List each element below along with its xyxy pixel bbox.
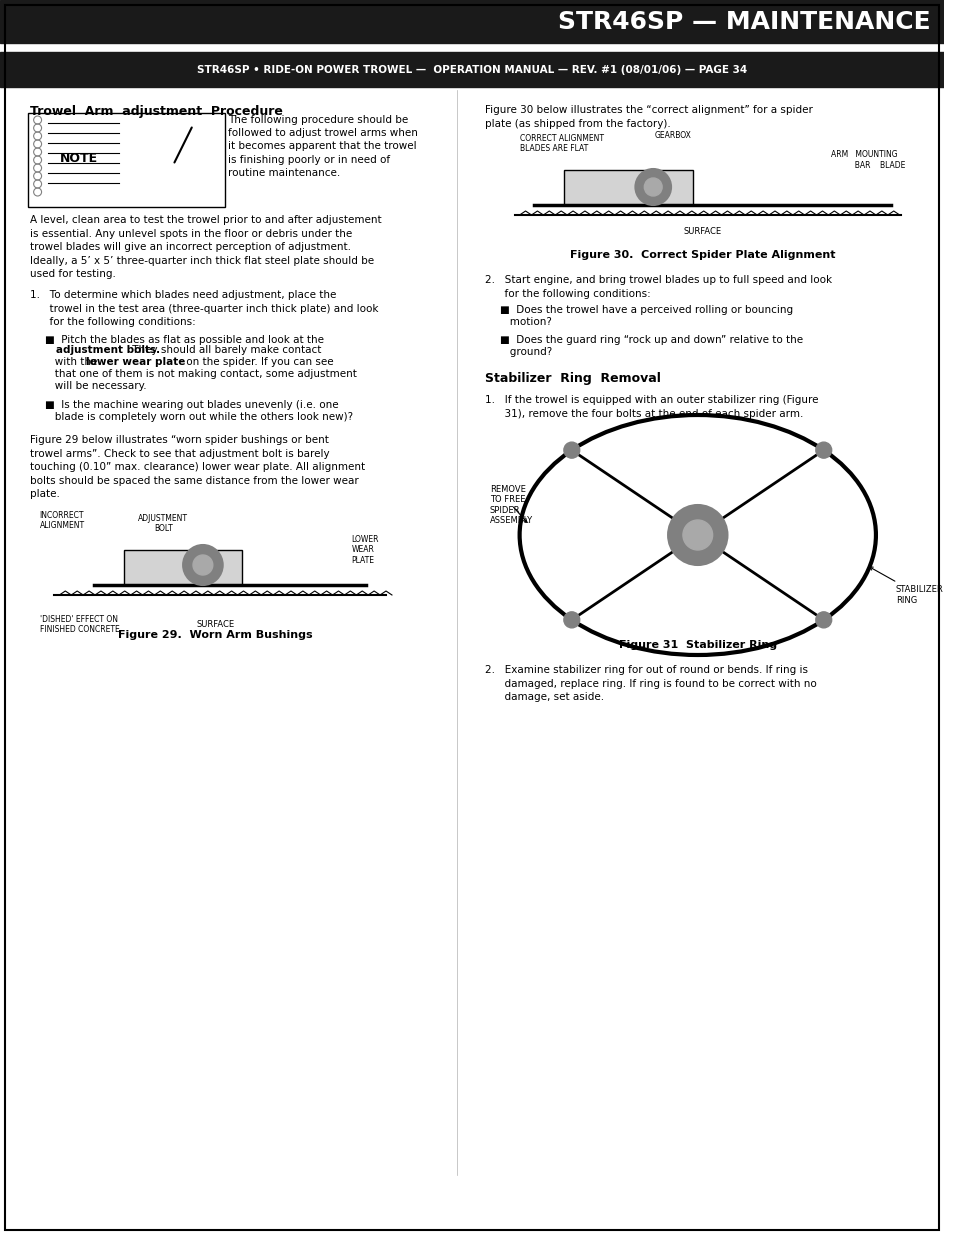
Text: STABILIZER
RING: STABILIZER RING	[868, 567, 943, 605]
Text: Stabilizer  Ring  Removal: Stabilizer Ring Removal	[484, 372, 660, 385]
Text: with the: with the	[45, 357, 100, 367]
Text: 1.   To determine which blades need adjustment, place the
      trowel in the te: 1. To determine which blades need adjust…	[30, 290, 377, 327]
Text: 2.   Start engine, and bring trowel blades up to full speed and look
      for t: 2. Start engine, and bring trowel blades…	[484, 275, 831, 299]
Text: ADJUSTMENT
BOLT: ADJUSTMENT BOLT	[138, 514, 188, 534]
Text: Trowel  Arm  adjustment  Procedure: Trowel Arm adjustment Procedure	[30, 105, 282, 119]
Circle shape	[635, 169, 670, 205]
Circle shape	[667, 505, 727, 564]
Text: Figure 31  Stabilizer Ring: Figure 31 Stabilizer Ring	[618, 640, 776, 650]
Circle shape	[682, 520, 712, 550]
Text: that one of them is not making contact, some adjustment: that one of them is not making contact, …	[45, 369, 356, 379]
Circle shape	[183, 545, 222, 585]
Text: ground?: ground?	[499, 347, 552, 357]
Bar	[563, 170, 692, 205]
Text: INCORRECT
ALIGNMENT: INCORRECT ALIGNMENT	[39, 510, 85, 530]
Bar	[0, 52, 943, 86]
Bar	[124, 550, 242, 585]
Text: ARM   MOUNTING
          BAR    BLADE: ARM MOUNTING BAR BLADE	[830, 151, 904, 169]
Text: 'DISHED' EFFECT ON
FINISHED CONCRETE: 'DISHED' EFFECT ON FINISHED CONCRETE	[39, 615, 119, 635]
Text: adjustment bolts.: adjustment bolts.	[45, 345, 159, 354]
Circle shape	[193, 555, 213, 576]
Bar	[0, 0, 943, 43]
Circle shape	[563, 442, 579, 458]
Text: CORRECT ALIGNMENT
BLADES ARE FLAT: CORRECT ALIGNMENT BLADES ARE FLAT	[519, 133, 603, 153]
Text: LOWER
WEAR
PLATE: LOWER WEAR PLATE	[351, 535, 378, 564]
Text: lower wear plate: lower wear plate	[86, 357, 185, 367]
Circle shape	[643, 178, 661, 196]
Text: SURFACE: SURFACE	[196, 620, 234, 629]
Text: A level, clean area to test the trowel prior to and after adjustement
is essenti: A level, clean area to test the trowel p…	[30, 215, 381, 279]
Text: ■  Does the trowel have a perceived rolling or bouncing: ■ Does the trowel have a perceived rolli…	[499, 305, 792, 315]
Text: They should all barely make contact: They should all barely make contact	[129, 345, 321, 354]
Text: Figure 29 below illustrates “worn spider bushings or bent
trowel arms”. Check to: Figure 29 below illustrates “worn spider…	[30, 435, 364, 499]
Text: Figure 30 below illustrates the “correct alignment” for a spider
plate (as shipp: Figure 30 below illustrates the “correct…	[484, 105, 812, 128]
Text: 2.   Examine stabilizer ring for out of round or bends. If ring is
      damaged: 2. Examine stabilizer ring for out of ro…	[484, 664, 816, 703]
Text: STR46SP • RIDE-ON POWER TROWEL —  OPERATION MANUAL — REV. #1 (08/01/06) — PAGE 3: STR46SP • RIDE-ON POWER TROWEL — OPERATI…	[196, 65, 746, 75]
Text: NOTE: NOTE	[60, 152, 98, 165]
Text: 1.   If the trowel is equipped with an outer stabilizer ring (Figure
      31), : 1. If the trowel is equipped with an out…	[484, 395, 818, 419]
Text: SURFACE: SURFACE	[683, 227, 721, 236]
Circle shape	[563, 611, 579, 627]
Text: blade is completely worn out while the others look new)?: blade is completely worn out while the o…	[45, 412, 353, 422]
Text: motion?: motion?	[499, 317, 551, 327]
Text: ■  Pitch the blades as flat as possible and look at the: ■ Pitch the blades as flat as possible a…	[45, 335, 323, 345]
Circle shape	[815, 442, 831, 458]
Text: Figure 30.  Correct Spider Plate Alignment: Figure 30. Correct Spider Plate Alignmen…	[569, 249, 835, 261]
Text: REMOVE
TO FREE
SPIDER
ASSEMBLY: REMOVE TO FREE SPIDER ASSEMBLY	[490, 485, 533, 525]
Circle shape	[815, 611, 831, 627]
Text: GEARBOX: GEARBOX	[654, 131, 691, 140]
Text: The following procedure should be
followed to adjust trowel arms when
it becomes: The following procedure should be follow…	[228, 115, 417, 178]
Text: on the spider. If you can see: on the spider. If you can see	[183, 357, 334, 367]
Text: ■  Is the machine wearing out blades unevenly (i.e. one: ■ Is the machine wearing out blades unev…	[45, 400, 337, 410]
Text: Figure 29.  Worn Arm Bushings: Figure 29. Worn Arm Bushings	[118, 630, 313, 640]
FancyBboxPatch shape	[28, 112, 225, 207]
Text: will be necessary.: will be necessary.	[45, 382, 146, 391]
Text: STR46SP — MAINTENANCE: STR46SP — MAINTENANCE	[558, 10, 929, 35]
Text: ■  Does the guard ring “rock up and down” relative to the: ■ Does the guard ring “rock up and down”…	[499, 335, 802, 345]
